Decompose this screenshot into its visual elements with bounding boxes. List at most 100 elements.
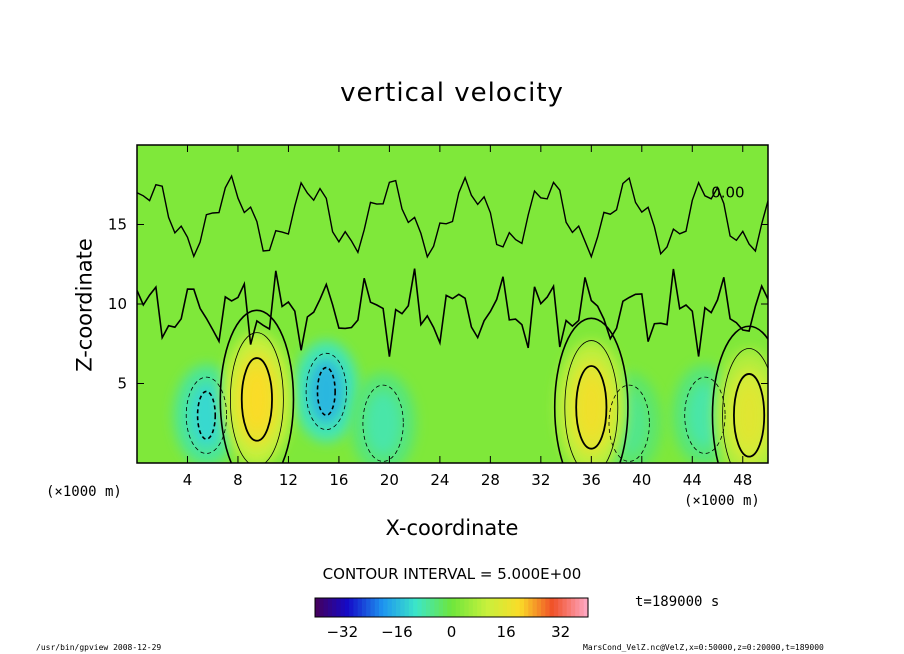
y-axis: 5 10 15 <box>108 216 768 393</box>
x-tick-label-40: 40 <box>632 471 651 489</box>
downdraft-contours-1 <box>185 376 228 454</box>
x-tick-label-28: 28 <box>481 471 500 489</box>
updraft-2 <box>555 340 627 463</box>
colorbar-segment <box>515 598 521 617</box>
colorbar-segment <box>451 598 457 617</box>
colorbar-segment <box>413 598 418 617</box>
x-unit-label: (×1000 m) <box>684 493 760 509</box>
x-tick-label-12: 12 <box>279 471 298 489</box>
colorbar-segment <box>400 598 406 617</box>
colorbar-segment <box>472 598 478 617</box>
colorbar-segment <box>575 598 581 617</box>
colorbar-segment <box>315 598 320 617</box>
colorbar-segment <box>408 598 414 617</box>
colorbar-segment <box>558 598 564 617</box>
colorbar-segment <box>383 598 389 617</box>
contour-lines: 0.00 <box>137 174 768 463</box>
x-tick-label-36: 36 <box>582 471 601 489</box>
colorbar-segment <box>579 598 585 617</box>
colorbar-segment <box>498 598 504 617</box>
zero-contour <box>137 268 768 357</box>
colorbar-segment <box>485 598 491 617</box>
colorbar-tick-label-32: 32 <box>551 623 570 641</box>
colorbar-segment <box>460 598 465 617</box>
colorbar-segment <box>396 598 401 617</box>
colorbar-segment <box>455 598 461 617</box>
colorbar-frame <box>314 597 589 618</box>
colorbar-segment <box>494 598 500 617</box>
downdraft-contours-4 <box>608 384 650 462</box>
footer-program: /usr/bin/gpview 2008-12-29 <box>36 643 162 652</box>
colorbar-segment <box>357 598 363 617</box>
colorbar: −32 −16 0 16 32 <box>314 597 589 641</box>
colorbar-segment <box>524 598 529 617</box>
colorbar-segment <box>430 598 436 617</box>
x-tick-label-48: 48 <box>733 471 752 489</box>
colorbar-segment <box>545 598 551 617</box>
downdraft-contours-3 <box>362 384 404 462</box>
colorbar-tick-label-16: 16 <box>497 623 516 641</box>
contour-interval: CONTOUR INTERVAL = 5.000E+00 <box>322 565 582 583</box>
z-unit-label: (×1000 m) <box>46 484 122 500</box>
colorbar-segment <box>361 598 367 617</box>
y-axis-label: Z-coordinate <box>72 238 97 372</box>
colorbar-segment <box>378 598 384 617</box>
x-axis-label: X-coordinate <box>385 516 519 540</box>
colorbar-segment <box>511 598 517 617</box>
colorbar-segment <box>442 598 448 617</box>
updraft-3 <box>713 348 768 463</box>
colorbar-segment <box>502 598 508 617</box>
colorbar-segment <box>391 598 397 617</box>
colorbar-segment <box>532 598 538 617</box>
time-label: t=189000 s <box>635 594 720 610</box>
colorbar-segment <box>583 598 589 617</box>
colorbar-segment <box>327 598 333 617</box>
y-tick-label-15: 15 <box>108 216 127 234</box>
colorbar-segment <box>528 598 534 617</box>
colorbar-segment <box>481 598 487 617</box>
x-tick-label-16: 16 <box>329 471 348 489</box>
x-tick-label-44: 44 <box>683 471 702 489</box>
colorbar-segment <box>549 598 555 617</box>
colorbar-segment <box>366 598 372 617</box>
colorbar-segment <box>464 598 470 617</box>
colorbar-segment <box>553 598 559 617</box>
colorbar-segment <box>506 598 512 617</box>
chart-title: vertical velocity <box>340 78 564 108</box>
updraft-contours-3 <box>711 325 768 463</box>
downdraft-contours-2 <box>305 352 347 431</box>
colorbar-segment <box>323 598 329 617</box>
colorbar-segment <box>447 598 453 617</box>
colorbar-segment <box>332 598 337 617</box>
colorbar-segment <box>438 598 444 617</box>
colorbar-segment <box>417 598 423 617</box>
contour-value-label: 0.00 <box>711 183 744 201</box>
colorbar-segment <box>319 598 325 617</box>
colorbar-segment <box>425 598 431 617</box>
colorbar-segment <box>541 598 546 617</box>
updraft-contours-2 <box>553 317 629 463</box>
colorbar-segment <box>434 598 440 617</box>
x-tick-label-24: 24 <box>430 471 449 489</box>
colorbar-segment <box>536 598 542 617</box>
colorbar-segment <box>519 598 525 617</box>
colorbar-segment <box>477 598 482 617</box>
colorbar-segment <box>353 598 359 617</box>
colorbar-tick-label-0: 0 <box>447 623 457 641</box>
x-tick-label-32: 32 <box>531 471 550 489</box>
colorbar-segment <box>336 598 342 617</box>
colorbar-segment <box>344 598 350 617</box>
colorbar-segment <box>489 598 495 617</box>
colorbar-segment <box>387 598 393 617</box>
updraft-contours-1 <box>219 309 295 463</box>
colorbar-segment <box>374 598 380 617</box>
footer-source: MarsCond_VelZ.nc@VelZ,x=0:50000,z=0:2000… <box>583 643 824 652</box>
x-tick-label-4: 4 <box>183 471 193 489</box>
colorbar-segment <box>404 598 410 617</box>
colorbar-segment <box>421 598 427 617</box>
velocity-field <box>137 145 768 463</box>
colorbar-segment <box>370 598 376 617</box>
x-tick-label-20: 20 <box>380 471 399 489</box>
colorbar-tick-label--16: −16 <box>381 623 413 641</box>
